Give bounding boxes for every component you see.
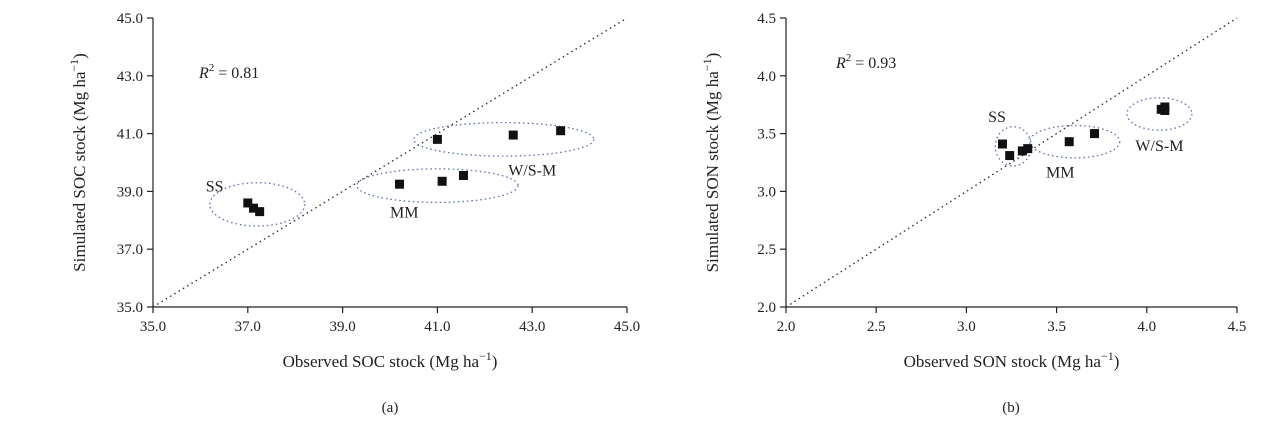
r2-symbol: R xyxy=(835,55,846,72)
group-ellipse xyxy=(1126,97,1193,131)
x-tick-label: 35.0 xyxy=(140,319,166,335)
one-to-one-line xyxy=(785,17,1238,308)
data-point xyxy=(1023,144,1033,154)
x-axis-label-superscript: −1 xyxy=(479,349,492,363)
panel-b: 2.0 2.5 3.0 3.5 4.0 4.5 2.0 2.5 3.0 3.5 4.0 4.5 SS MM… xyxy=(700,11,1246,416)
x-tick-label: 2.5 xyxy=(867,319,886,335)
y-tick-label: 39.0 xyxy=(117,184,143,200)
y-tick-label: 4.0 xyxy=(757,69,776,85)
y-tick-label: 2.5 xyxy=(757,242,776,258)
x-tick-label: 4.5 xyxy=(1228,319,1247,335)
y-tick-label: 41.0 xyxy=(117,127,143,143)
data-point xyxy=(394,179,404,189)
data-point xyxy=(255,207,265,217)
data-point xyxy=(1089,129,1099,139)
data-point xyxy=(1160,102,1170,112)
group-label: W/S-M xyxy=(508,163,556,180)
r-squared-annotation: R2 = 0.81 xyxy=(198,62,259,82)
data-point xyxy=(243,198,253,208)
y-axis-label-superscript: −1 xyxy=(700,58,714,71)
data-point xyxy=(432,134,442,144)
x-axis-label-close: ) xyxy=(1114,352,1120,371)
x-axis-label: Observed SOC stock (Mg ha−1) xyxy=(283,349,498,371)
group-ellipse xyxy=(209,182,306,227)
y-axis-label-text: Simulated SON stock (Mg ha xyxy=(703,71,722,273)
group-ellipse xyxy=(1028,124,1121,159)
y-axis-label-close: ) xyxy=(703,53,722,59)
data-point xyxy=(508,130,518,140)
x-tick-label: 37.0 xyxy=(235,319,261,335)
x-axis-label-close: ) xyxy=(492,352,498,371)
r-squared-annotation: R2 = 0.93 xyxy=(835,52,896,72)
r2-value: = 0.93 xyxy=(851,55,896,72)
y-axis-label-close: ) xyxy=(70,53,89,59)
data-point xyxy=(1017,146,1027,156)
data-point xyxy=(248,203,258,213)
y-axis-label: Simulated SOC stock (Mg ha−1) xyxy=(67,53,89,272)
y-tick-label: 3.5 xyxy=(757,127,776,143)
y-tick-label: 37.0 xyxy=(117,242,143,258)
r2-symbol: R xyxy=(198,65,209,82)
group-ellipse xyxy=(356,168,519,204)
group-ellipse xyxy=(413,121,595,157)
r2-superscript: 2 xyxy=(209,62,215,74)
x-tick-label: 45.0 xyxy=(614,319,640,335)
y-tick-label: 45.0 xyxy=(117,11,143,27)
x-tick-label: 43.0 xyxy=(519,319,545,335)
x-tick-label: 39.0 xyxy=(329,319,355,335)
x-axis-label-text: Observed SON stock (Mg ha xyxy=(904,352,1102,371)
x-tick-label: 2.0 xyxy=(777,319,796,335)
x-axis-label: Observed SON stock (Mg ha−1) xyxy=(904,349,1120,371)
data-point xyxy=(997,139,1007,149)
data-point xyxy=(458,171,468,181)
r2-value: = 0.81 xyxy=(214,65,259,82)
data-point xyxy=(1064,137,1074,147)
y-axis-label-text: Simulated SOC stock (Mg ha xyxy=(70,71,89,272)
x-axis-label-superscript: −1 xyxy=(1101,349,1114,363)
x-tick-label: 3.0 xyxy=(957,319,976,335)
r2-superscript: 2 xyxy=(846,52,852,64)
x-axis-label-text: Observed SOC stock (Mg ha xyxy=(283,352,480,371)
panel-a: 35.0 37.0 39.0 41.0 43.0 45.0 35.0 37.0 39.0 41.0… xyxy=(67,11,640,416)
group-label: SS xyxy=(988,109,1006,126)
group-label: SS xyxy=(206,178,224,195)
panel-label: (b) xyxy=(1002,400,1020,416)
y-tick-label: 4.5 xyxy=(757,11,776,27)
data-point xyxy=(1005,151,1015,161)
panel-label: (a) xyxy=(382,400,399,416)
group-label: MM xyxy=(1046,165,1074,182)
y-axis-label: Simulated SON stock (Mg ha−1) xyxy=(700,53,722,273)
x-tick-label: 41.0 xyxy=(424,319,450,335)
y-tick-label: 3.0 xyxy=(757,184,776,200)
data-point xyxy=(437,176,447,186)
y-tick-label: 43.0 xyxy=(117,69,143,85)
group-label: W/S-M xyxy=(1135,138,1183,155)
y-tick-label: 2.0 xyxy=(757,300,776,316)
y-axis-label-superscript: −1 xyxy=(67,59,81,72)
x-tick-label: 3.5 xyxy=(1047,319,1066,335)
data-point xyxy=(556,126,566,136)
x-tick-label: 4.0 xyxy=(1137,319,1156,335)
y-tick-label: 35.0 xyxy=(117,300,143,316)
group-label: MM xyxy=(390,204,418,221)
